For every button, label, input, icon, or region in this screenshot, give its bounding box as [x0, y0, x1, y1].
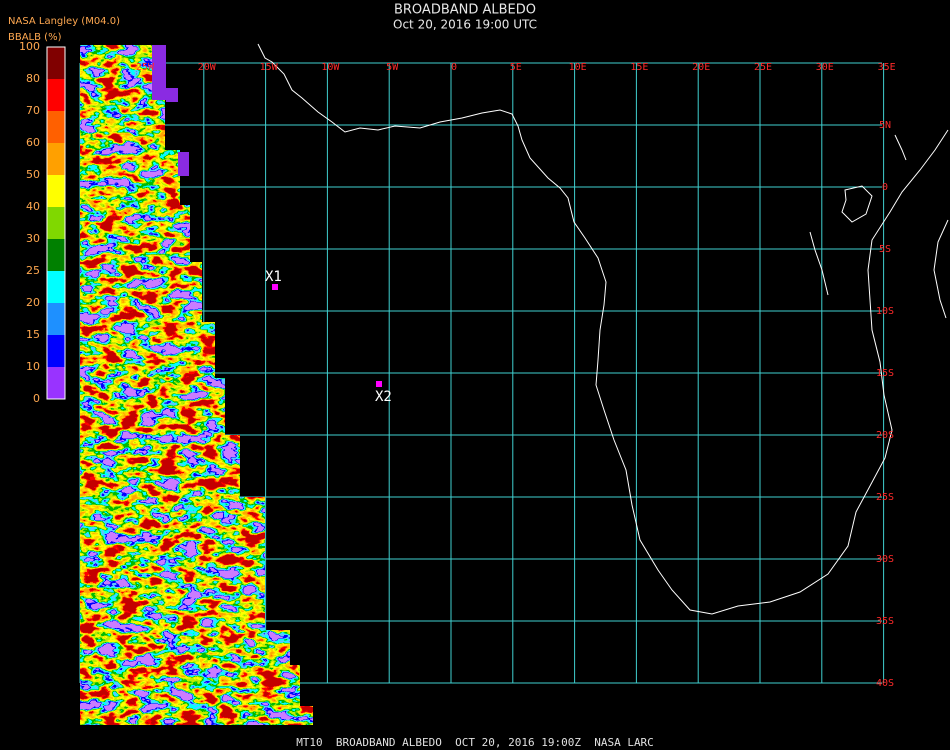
- footer: MT10 BROADBAND ALBEDO OCT 20, 2016 19:00…: [296, 736, 654, 749]
- legend-swatch: [47, 207, 65, 239]
- legend-swatch: [47, 303, 65, 335]
- legend-label: 60: [26, 136, 40, 149]
- latitude-label: 35S: [876, 616, 894, 627]
- legend-swatch: [47, 335, 65, 367]
- longitude-label: 20W: [198, 62, 217, 73]
- latitude-label: 15S: [876, 368, 894, 379]
- legend-label: 50: [26, 168, 40, 181]
- legend-label: 100: [19, 40, 40, 53]
- lake-outline: [894, 134, 907, 161]
- coastline-madagascar: [933, 219, 949, 319]
- marker: [272, 284, 278, 290]
- labels: 25W 20W 15W 10W 5W 0 5E 10E 15E 20E 25E 30E 35E 5N 0 5S…: [136, 62, 896, 689]
- longitude-label: 15W: [260, 62, 279, 73]
- map-title: BROADBAND ALBEDO: [394, 3, 536, 18]
- longitude-label: 5E: [510, 62, 522, 73]
- legend-label: 25: [26, 264, 40, 277]
- longitude-label: 25W: [136, 62, 155, 73]
- latitude-label: 20S: [876, 430, 894, 441]
- coastline: [257, 43, 949, 615]
- longitude-label: 30E: [816, 62, 834, 73]
- legend-label: 30: [26, 232, 40, 245]
- legend-source: NASA Langley (M04.0): [8, 16, 120, 27]
- legend-swatch: [47, 239, 65, 271]
- marker-label: X1: [265, 269, 282, 285]
- legend-frame: [46, 46, 66, 400]
- legend-swatch: [47, 143, 65, 175]
- latitude-label: 10S: [876, 306, 894, 317]
- albedo-patch: [166, 88, 178, 102]
- longitude-label: 35E: [878, 62, 896, 73]
- longitude-label: 0: [451, 62, 457, 73]
- legend-swatch: [47, 47, 65, 79]
- latitude-label: 30S: [876, 554, 894, 565]
- marker-label: X2: [375, 389, 392, 405]
- grid: [79, 62, 885, 684]
- legend-label: 20: [26, 296, 40, 309]
- legend-label: 80: [26, 72, 40, 85]
- lake-outline: [841, 185, 873, 223]
- latitude-label: 5N: [879, 120, 891, 131]
- legend-swatch: [47, 111, 65, 143]
- lake-outline: [809, 231, 829, 296]
- legend-label: 40: [26, 200, 40, 213]
- longitude-label: 5W: [386, 62, 399, 73]
- legend-label: 15: [26, 328, 40, 341]
- latitude-label: 40S: [876, 678, 894, 689]
- legend-label: 70: [26, 104, 40, 117]
- longitude-label: 10W: [321, 62, 340, 73]
- legend-label: 0: [33, 392, 40, 405]
- longitude-label: 15E: [630, 62, 648, 73]
- legend-unit: BBALB (%): [8, 32, 62, 43]
- longitude-label: 25E: [754, 62, 772, 73]
- legend-swatch: [47, 367, 65, 399]
- longitude-label: 10E: [569, 62, 587, 73]
- map-subtitle: Oct 20, 2016 19:00 UTC: [393, 18, 537, 32]
- marker: [376, 381, 382, 387]
- albedo-patch: [178, 152, 189, 176]
- legend-swatch: [47, 271, 65, 303]
- albedo-patch: [152, 45, 166, 100]
- latitude-label: 0: [882, 182, 888, 193]
- legend-swatch: [47, 175, 65, 207]
- latitude-label: 5S: [879, 244, 891, 255]
- legend-swatch: [47, 79, 65, 111]
- legend-label: 10: [26, 360, 40, 373]
- latitude-label: 25S: [876, 492, 894, 503]
- longitude-label: 20E: [692, 62, 710, 73]
